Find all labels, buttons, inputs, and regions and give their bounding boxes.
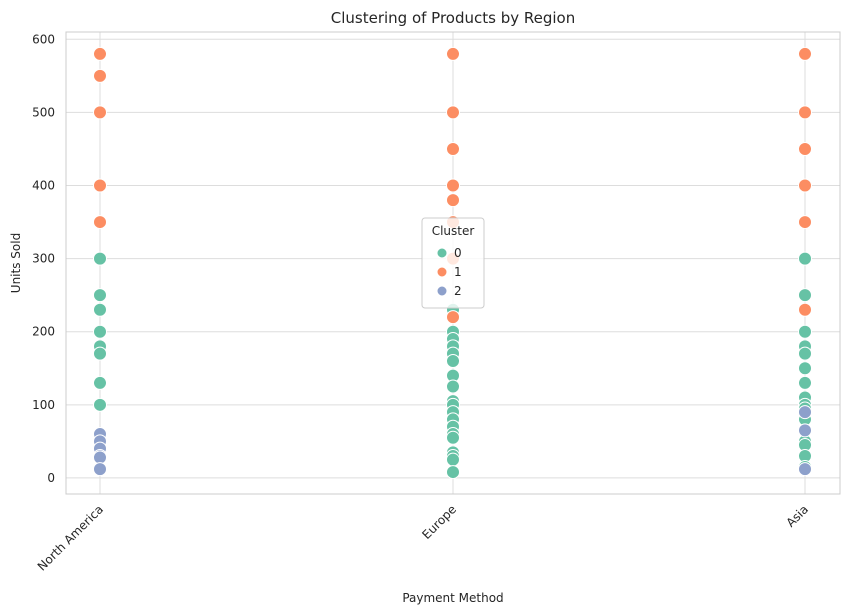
y-tick-label: 0 [47, 471, 55, 485]
data-point-cluster-1 [446, 193, 460, 208]
data-point-cluster-1 [798, 105, 812, 120]
y-axis-ticks: 0 100 200 300 400 500 600 [32, 32, 55, 485]
x-axis-label: Payment Method [402, 591, 503, 605]
data-point-cluster-0 [446, 430, 460, 445]
data-point-cluster-2 [93, 450, 107, 465]
data-point-cluster-1 [446, 141, 460, 156]
legend: Cluster 0 1 2 [421, 217, 485, 309]
y-tick-label: 400 [32, 179, 55, 193]
data-point-cluster-1 [446, 46, 460, 61]
data-point-cluster-1 [446, 178, 460, 193]
data-point-cluster-1 [446, 105, 460, 120]
x-tick-label: Europe [419, 502, 459, 542]
legend-title: Cluster [432, 224, 475, 238]
data-point-cluster-1 [93, 68, 107, 83]
data-point-cluster-2 [798, 423, 812, 438]
data-point-cluster-0 [798, 346, 812, 361]
data-point-cluster-0 [798, 288, 812, 303]
legend-label: 2 [454, 284, 462, 298]
data-point-cluster-1 [446, 310, 460, 325]
x-axis-ticks: North America Europe Asia [35, 502, 811, 573]
data-point-cluster-0 [798, 251, 812, 266]
data-point-cluster-0 [93, 302, 107, 317]
data-point-cluster-0 [798, 375, 812, 390]
data-point-cluster-0 [446, 379, 460, 394]
data-point-cluster-1 [93, 46, 107, 61]
data-points [93, 46, 812, 480]
data-point-cluster-2 [93, 462, 107, 477]
data-point-cluster-0 [93, 324, 107, 339]
data-point-cluster-1 [93, 178, 107, 193]
data-point-cluster-1 [93, 215, 107, 230]
legend-label: 0 [454, 246, 462, 260]
data-point-cluster-1 [798, 178, 812, 193]
y-tick-label: 600 [32, 32, 55, 46]
data-point-cluster-0 [446, 465, 460, 480]
data-point-cluster-0 [446, 452, 460, 467]
y-tick-label: 500 [32, 105, 55, 119]
data-point-cluster-1 [93, 105, 107, 120]
data-point-cluster-0 [93, 346, 107, 361]
data-point-cluster-1 [798, 141, 812, 156]
data-point-cluster-2 [798, 405, 812, 420]
x-tick-label: North America [35, 502, 106, 573]
legend-marker [436, 285, 448, 297]
data-point-cluster-1 [798, 215, 812, 230]
data-point-cluster-2 [798, 462, 812, 477]
data-point-cluster-0 [798, 361, 812, 376]
legend-marker [436, 266, 448, 278]
y-tick-label: 100 [32, 398, 55, 412]
plot-frame [65, 31, 841, 495]
data-point-cluster-0 [93, 397, 107, 412]
y-axis-label: Units Sold [9, 233, 23, 293]
chart-title: Clustering of Products by Region [331, 9, 575, 27]
y-tick-label: 300 [32, 252, 55, 266]
data-point-cluster-0 [446, 353, 460, 368]
data-point-cluster-0 [93, 251, 107, 266]
data-point-cluster-0 [93, 375, 107, 390]
legend-marker [436, 247, 448, 259]
legend-box [421, 217, 485, 309]
legend-entries: 0 1 2 [436, 246, 462, 298]
x-tick-label: Asia [783, 502, 811, 530]
data-point-cluster-0 [93, 288, 107, 303]
data-point-cluster-0 [798, 324, 812, 339]
legend-label: 1 [454, 265, 462, 279]
data-point-cluster-1 [798, 46, 812, 61]
y-tick-label: 200 [32, 325, 55, 339]
data-point-cluster-1 [798, 302, 812, 317]
